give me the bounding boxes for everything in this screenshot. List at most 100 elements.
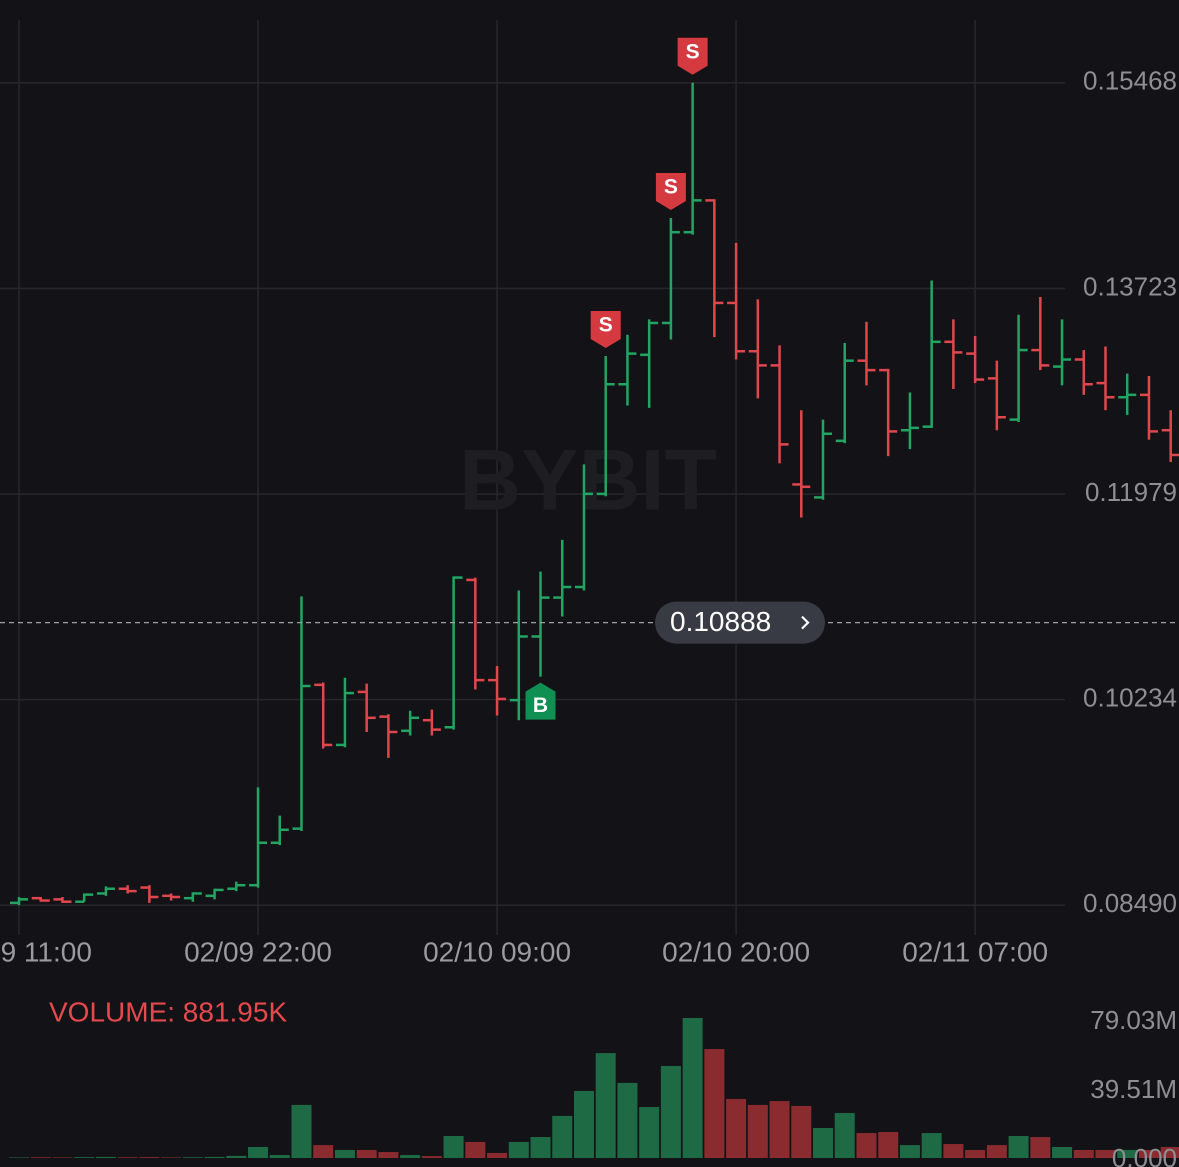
y-tick-label: 0.10234 (1083, 683, 1177, 713)
volume-bar (95, 1156, 116, 1158)
volume-bar (465, 1141, 486, 1158)
ohlc-bar (1053, 319, 1072, 386)
x-tick-label: 02/11 07:00 (902, 936, 1048, 967)
ohlc-bar (10, 896, 28, 906)
ohlc-bar (1031, 297, 1050, 371)
x-tick-label: 02/10 20:00 (662, 936, 810, 967)
volume-bar (204, 1156, 225, 1158)
x-tick-label: 02/10 09:00 (423, 936, 571, 967)
ohlc-bar (379, 714, 398, 758)
volume-bar (856, 1133, 877, 1158)
volume-bar (1052, 1147, 1073, 1158)
ohlc-bar (574, 464, 593, 591)
ohlc-bar (683, 82, 702, 235)
volume-bar (248, 1147, 269, 1158)
volume-bar (139, 1157, 160, 1158)
marker-label: S (686, 40, 700, 63)
ohlc-bar (314, 682, 333, 749)
volume-bar (74, 1157, 95, 1158)
volume-bar (791, 1105, 812, 1158)
volume-bar (1095, 1149, 1116, 1158)
volume-bar (530, 1137, 551, 1158)
volume-bar (487, 1152, 508, 1158)
y-tick-label: 0.11979 (1085, 477, 1177, 507)
volume-tick-label: 39.51M (1090, 1074, 1177, 1104)
ohlc-bar (249, 787, 268, 888)
ohlc-bar (900, 392, 919, 450)
volume-bar (1138, 1149, 1159, 1158)
volume-bar (682, 1017, 703, 1158)
y-tick-label: 0.15468 (1083, 66, 1177, 96)
volume-bar (334, 1149, 355, 1158)
watermark: BYBIT (459, 433, 717, 529)
trade-marker: S (655, 173, 686, 211)
ohlc-bar (357, 683, 376, 732)
volume-bar (834, 1112, 855, 1158)
marker-label: B (533, 694, 548, 717)
volume-bar (921, 1133, 942, 1158)
ohlc-bar (879, 368, 898, 457)
ohlc-bar (1139, 376, 1158, 440)
ohlc-bar (401, 710, 420, 736)
ohlc-bar (53, 896, 72, 903)
ohlc-bar (770, 345, 789, 464)
marker-label: S (599, 314, 613, 337)
trade-marker: S (677, 37, 708, 75)
volume-title: VOLUME: 881.95K (49, 996, 287, 1027)
chevron-icon (801, 615, 810, 630)
volume-bar (595, 1053, 616, 1158)
volume-bar (30, 1157, 51, 1158)
ohlc-bar (31, 896, 50, 902)
volume-bar (269, 1155, 290, 1158)
ohlc-bar (509, 590, 528, 721)
marker-shape (677, 37, 708, 75)
trade-marker: B (525, 682, 556, 720)
volume-bar (552, 1115, 573, 1158)
ohlc-bar (922, 280, 941, 428)
volume-bar (421, 1156, 442, 1158)
ohlc-bar (205, 888, 224, 900)
volume-bar (726, 1098, 747, 1158)
ohlc-bar (792, 410, 811, 518)
ohlc-bar (1096, 346, 1115, 411)
volume-tick-label: 0.000 (1112, 1143, 1177, 1167)
volume-bar (313, 1145, 334, 1158)
volume-bar (573, 1090, 594, 1158)
volume-bar (660, 1065, 681, 1158)
volume-bar (986, 1145, 1007, 1158)
volume-bar (356, 1149, 377, 1158)
y-tick-label: 0.13723 (1083, 271, 1177, 301)
volume-bar (965, 1149, 986, 1158)
volume-bar (943, 1144, 964, 1158)
ohlc-bar (227, 881, 246, 892)
volume-bar (443, 1136, 464, 1158)
marker-shape (655, 173, 686, 211)
ohlc-bar (618, 334, 637, 406)
volume-bar (291, 1104, 312, 1158)
last-price-label: 0.10888 (670, 606, 771, 637)
ohlc-bar (661, 218, 680, 340)
ohlc-bar (292, 596, 311, 831)
x-tick-label: 02/09 22:00 (184, 936, 332, 967)
last-price-pill (655, 601, 825, 644)
ohlc-bar (727, 242, 746, 360)
ohlc-bar (444, 576, 463, 730)
volume-bar (1160, 1147, 1179, 1158)
ohlc-bar (466, 577, 485, 690)
volume-bar (704, 1049, 725, 1158)
x-tick-label: 02/09 11:00 (0, 936, 92, 967)
volume-bar (9, 1157, 29, 1158)
volume-bar (769, 1101, 790, 1158)
ohlc-bar (183, 892, 202, 902)
volume-bar (1117, 1149, 1138, 1158)
ohlc-bar (96, 886, 115, 896)
marker-shape (590, 310, 621, 348)
grid (0, 20, 1065, 935)
ohlc-bar (596, 355, 615, 497)
volume-bar (1073, 1149, 1094, 1158)
volume-bar (400, 1155, 421, 1158)
ohlc-bar (162, 893, 181, 901)
